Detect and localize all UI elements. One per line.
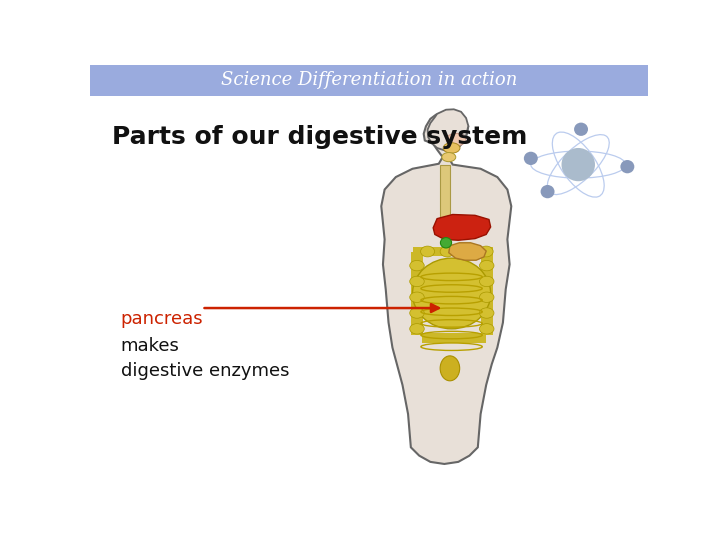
Ellipse shape [480, 260, 494, 271]
Ellipse shape [480, 292, 494, 302]
Ellipse shape [444, 143, 460, 153]
Text: Science Differentiation in action: Science Differentiation in action [221, 71, 517, 90]
PathPatch shape [449, 243, 486, 260]
PathPatch shape [428, 109, 468, 151]
Ellipse shape [621, 160, 634, 173]
Text: makes: makes [121, 337, 179, 355]
Ellipse shape [410, 260, 424, 271]
Ellipse shape [480, 308, 494, 318]
Ellipse shape [446, 133, 466, 146]
Ellipse shape [459, 246, 474, 257]
Ellipse shape [574, 123, 588, 136]
Bar [422, 333, 486, 343]
Ellipse shape [413, 258, 490, 329]
PathPatch shape [382, 114, 511, 464]
PathPatch shape [433, 214, 490, 240]
Ellipse shape [524, 152, 538, 165]
Bar [411, 252, 423, 335]
Ellipse shape [441, 238, 451, 248]
Ellipse shape [562, 148, 595, 181]
Ellipse shape [480, 323, 494, 334]
Ellipse shape [541, 185, 554, 198]
Ellipse shape [410, 276, 424, 287]
Ellipse shape [480, 276, 494, 287]
Bar [481, 252, 493, 335]
Text: pancreas: pancreas [121, 310, 203, 328]
Ellipse shape [410, 323, 424, 334]
Text: digestive enzymes: digestive enzymes [121, 362, 289, 380]
Ellipse shape [480, 246, 493, 257]
Ellipse shape [420, 246, 435, 257]
Ellipse shape [440, 246, 454, 257]
Bar [440, 165, 450, 231]
FancyBboxPatch shape [90, 65, 648, 96]
Ellipse shape [442, 152, 456, 161]
Bar [413, 247, 493, 256]
Ellipse shape [410, 292, 424, 302]
Ellipse shape [410, 308, 424, 318]
Ellipse shape [440, 356, 459, 381]
Text: Parts of our digestive system: Parts of our digestive system [112, 125, 528, 149]
